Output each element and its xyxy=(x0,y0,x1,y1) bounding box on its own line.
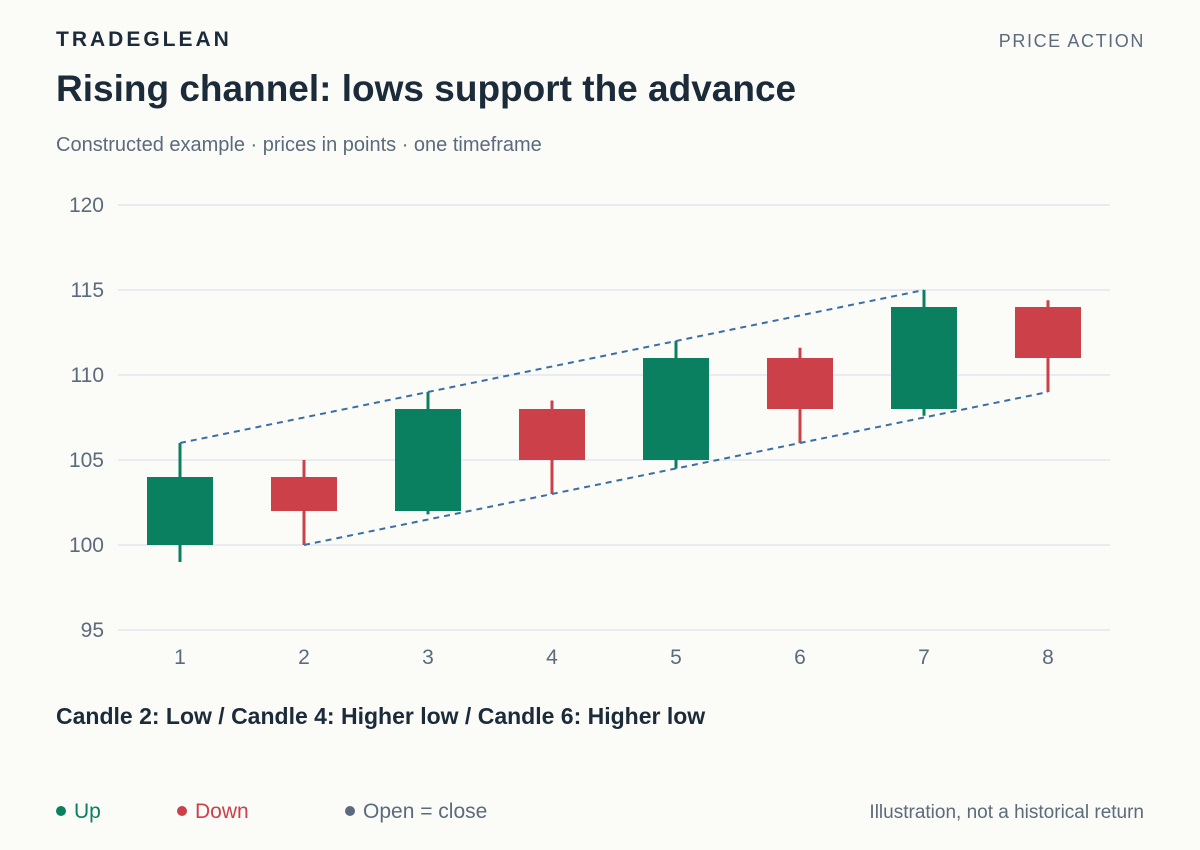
x-tick-label: 4 xyxy=(546,646,558,669)
y-tick-label: 95 xyxy=(81,619,104,642)
x-tick-label: 1 xyxy=(174,646,186,669)
x-tick-label: 5 xyxy=(670,646,682,669)
chart-subtitle: Constructed example · prices in points ·… xyxy=(56,134,542,156)
x-tick-label: 2 xyxy=(298,646,310,669)
x-tick-label: 7 xyxy=(918,646,930,669)
candle-body-down xyxy=(519,409,585,460)
legend-item-open-equals-close: Open = close xyxy=(345,800,487,824)
y-tick-label: 110 xyxy=(71,364,104,387)
legend-label-up: Up xyxy=(74,800,101,823)
candlestick-chart: 95 100 105 110 115 120 1 2 3 4 5 6 7 8 xyxy=(69,194,1110,669)
brand-logo: TRADEGLEAN xyxy=(56,28,232,51)
legend-item-up: Up xyxy=(56,800,101,824)
y-tick-label: 120 xyxy=(69,194,104,217)
footnote: Illustration, not a historical return xyxy=(869,802,1144,823)
y-tick-label: 115 xyxy=(71,279,104,302)
y-tick-label: 105 xyxy=(69,449,104,472)
section-label: PRICE ACTION xyxy=(998,31,1145,51)
channel-line-lower xyxy=(303,391,1049,546)
up-dot-icon xyxy=(56,806,66,816)
legend-label-neutral: Open = close xyxy=(363,800,488,823)
neutral-dot-icon xyxy=(345,806,355,816)
y-tick-label: 100 xyxy=(69,534,104,557)
channel-line-upper xyxy=(179,289,925,444)
chart-title: Rising channel: lows support the advance xyxy=(56,68,797,109)
candle-body-down xyxy=(271,477,337,511)
candle-body-up xyxy=(395,409,461,511)
candle-body-up xyxy=(147,477,213,545)
candle-body-down xyxy=(1015,307,1081,358)
x-tick-label: 3 xyxy=(422,646,434,669)
down-dot-icon xyxy=(177,806,187,816)
candle-annotation: Candle 2: Low / Candle 4: Higher low / C… xyxy=(56,703,706,729)
legend-label-down: Down xyxy=(195,800,249,823)
candle-body-down xyxy=(767,358,833,409)
candle-body-up xyxy=(891,307,957,409)
candle-body-up xyxy=(643,358,709,460)
x-tick-label: 6 xyxy=(794,646,806,669)
legend-item-down: Down xyxy=(177,800,249,824)
x-tick-label: 8 xyxy=(1042,646,1054,669)
